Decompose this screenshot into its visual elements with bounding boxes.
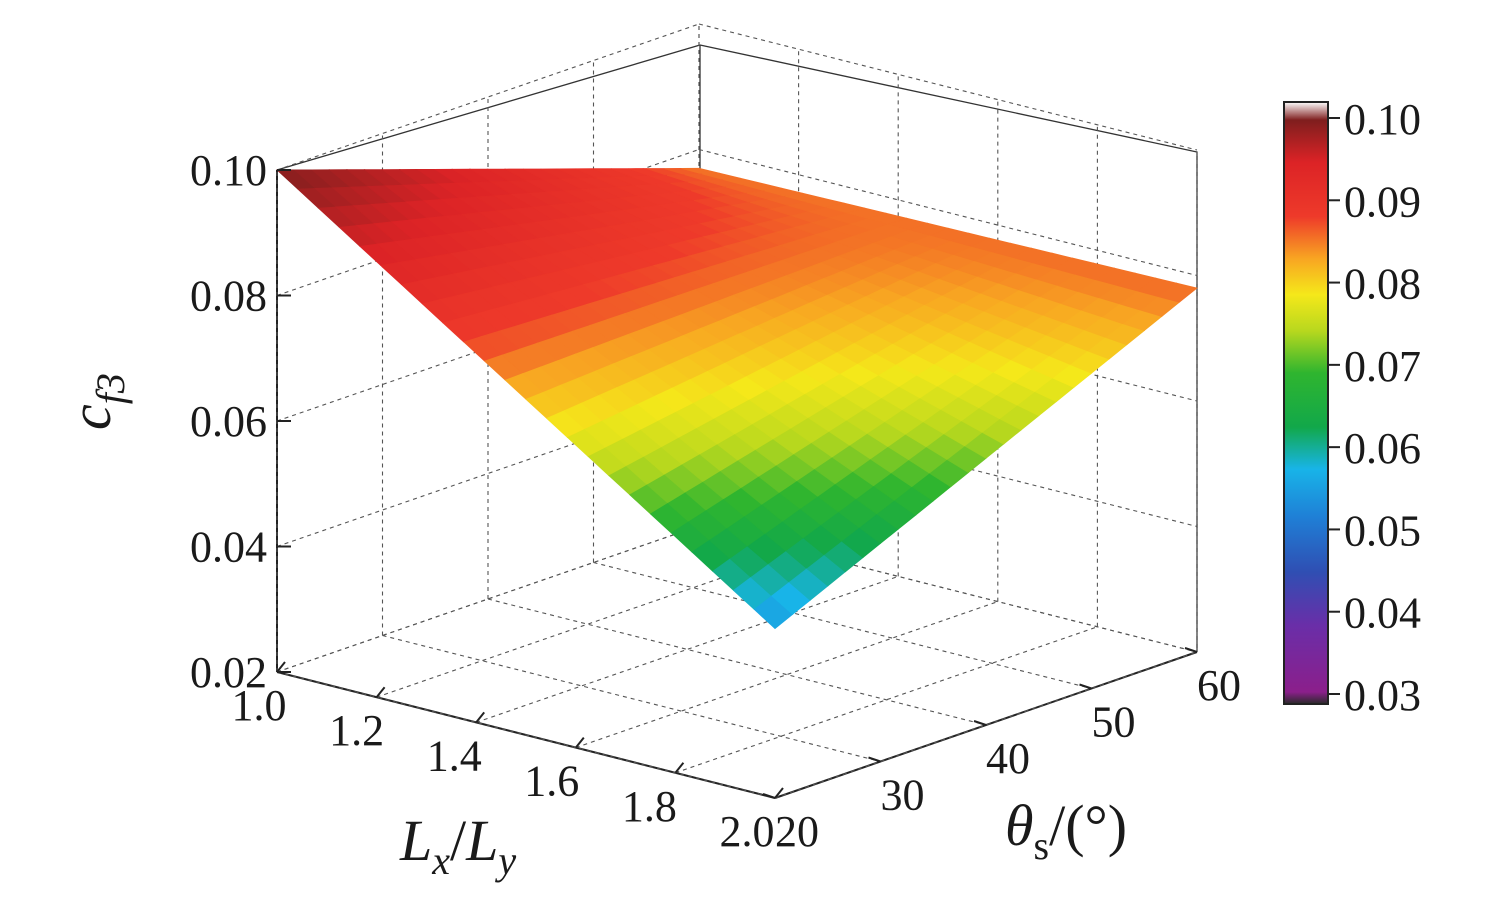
x-axis-ticks: 1.0 1.2 1.4 1.6 1.8 2.0 [232,661,784,856]
z-axis-label: cf3 [58,373,133,430]
colorbar-tick-label: 0.06 [1344,424,1421,473]
wall-grid-line [276,23,700,171]
x-tick-label: 2.0 [720,807,775,856]
z-tick-label: 0.06 [190,397,267,446]
wall-grid-line [698,23,1198,151]
z-tick-label: 0.10 [190,146,267,195]
x-tick-label: 1.8 [622,782,677,831]
wall-grid-line [698,148,1198,277]
y-axis-label: θs/(°) [1005,793,1127,868]
floor-grid-line [593,561,1092,690]
colorbar-tick-label: 0.05 [1344,506,1421,555]
x-tick-mark [774,787,784,799]
colorbar-tick-label: 0.03 [1344,671,1421,720]
colorbar-ticks: 0.03 0.04 0.05 0.06 0.07 0.08 0.09 0.10 [1328,95,1421,720]
wall-grid-line [276,274,700,422]
floor-grid-line [476,575,899,723]
x-axis-label: Lx/Ly [399,808,516,883]
y-tick-mark [1079,683,1092,690]
y-tick-label: 50 [1092,698,1136,747]
floor-grid-line [575,601,998,749]
x-tick-label: 1.2 [329,706,384,755]
wall-grid-line [698,525,1198,653]
x-tick-label: 1.6 [524,757,579,806]
y-tick-label: 60 [1197,661,1241,710]
x-tick-label: 1.0 [232,681,287,730]
colorbar-tick-label: 0.08 [1344,260,1421,309]
z-axis-ticks: 0.02 0.04 0.06 0.08 0.10 [190,146,291,697]
y-tick-label: 40 [986,734,1030,783]
y-tick-mark [1184,647,1198,653]
x-tick-mark [276,661,286,673]
colorbar-tick-label: 0.04 [1344,589,1421,638]
x-tick-mark [674,762,685,774]
y-tick-mark [868,756,881,763]
colorbar-tick-label: 0.09 [1344,177,1421,226]
x-tick-mark [475,711,485,724]
floor-grid-line [774,651,1198,799]
y-axis-ticks: 20 30 40 50 60 [762,647,1241,856]
z-tick-label: 0.08 [190,272,267,321]
floor-grid-line [382,634,881,763]
wall-grid-line [276,525,700,673]
colorbar: 0.03 0.04 0.05 0.06 0.07 0.08 0.09 0.10 [1283,95,1421,720]
colorbar-tick-label: 0.10 [1344,95,1421,144]
surface-patch [1157,282,1198,303]
floor-grid-line [675,626,1098,774]
y-tick-label: 30 [881,771,925,820]
z-tick-label: 0.04 [190,523,267,572]
z-tick-label: 0.02 [190,648,267,697]
x-tick-mark [575,736,585,749]
surface [275,167,1198,630]
x-tick-label: 1.4 [427,731,482,780]
floor-grid-line [487,598,987,726]
y-tick-mark [973,720,987,726]
wall-grid-line [276,148,700,297]
colorbar-gradient [1283,101,1329,705]
x-tick-mark [375,686,386,698]
y-tick-label: 20 [775,807,819,856]
wall-grid-line [276,399,700,548]
colorbar-tick-label: 0.07 [1344,342,1421,391]
y-tick-mark [762,793,776,799]
floor-grid-line [376,550,799,698]
floor-grid-line [276,671,776,799]
